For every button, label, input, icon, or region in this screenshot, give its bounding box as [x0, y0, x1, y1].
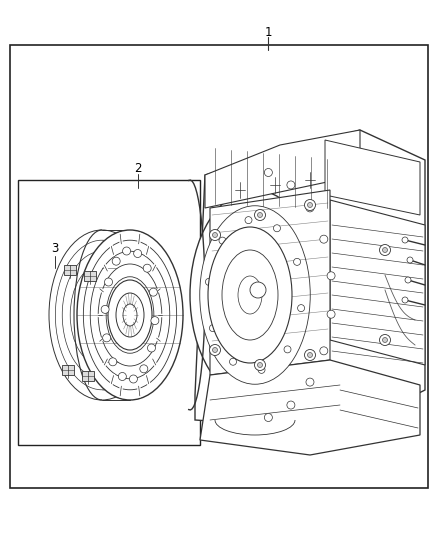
- Circle shape: [254, 209, 265, 221]
- Circle shape: [258, 213, 262, 217]
- Circle shape: [382, 247, 388, 253]
- Polygon shape: [210, 190, 330, 375]
- Circle shape: [306, 378, 314, 386]
- Ellipse shape: [62, 251, 142, 379]
- Ellipse shape: [200, 206, 310, 384]
- Circle shape: [405, 277, 411, 283]
- Ellipse shape: [70, 264, 134, 366]
- Bar: [84, 271, 96, 281]
- Circle shape: [307, 203, 312, 207]
- Circle shape: [205, 278, 212, 285]
- Circle shape: [265, 414, 272, 422]
- Ellipse shape: [116, 293, 144, 337]
- Circle shape: [230, 358, 237, 365]
- Circle shape: [402, 297, 408, 303]
- Circle shape: [102, 334, 111, 342]
- Circle shape: [284, 346, 291, 353]
- Polygon shape: [330, 200, 425, 365]
- Circle shape: [129, 375, 138, 383]
- Circle shape: [320, 235, 328, 243]
- Circle shape: [143, 264, 151, 272]
- Circle shape: [258, 362, 262, 367]
- Bar: [62, 365, 74, 375]
- Ellipse shape: [238, 276, 262, 314]
- Polygon shape: [205, 130, 360, 208]
- Bar: [18, 180, 200, 445]
- Circle shape: [140, 365, 148, 373]
- Ellipse shape: [77, 230, 183, 400]
- Text: 2: 2: [134, 161, 142, 174]
- Circle shape: [219, 237, 226, 244]
- Ellipse shape: [222, 250, 278, 340]
- Circle shape: [273, 225, 280, 232]
- Circle shape: [209, 325, 216, 332]
- Circle shape: [148, 344, 155, 352]
- Circle shape: [297, 305, 304, 312]
- Ellipse shape: [250, 282, 266, 298]
- Circle shape: [304, 199, 315, 211]
- Bar: [82, 371, 94, 381]
- Polygon shape: [200, 360, 420, 455]
- Circle shape: [287, 181, 295, 189]
- Circle shape: [112, 257, 120, 265]
- Polygon shape: [325, 140, 420, 215]
- Circle shape: [105, 278, 113, 286]
- Circle shape: [212, 232, 218, 238]
- Circle shape: [402, 237, 408, 243]
- Bar: [64, 265, 76, 275]
- Circle shape: [151, 317, 159, 325]
- Circle shape: [293, 259, 300, 265]
- Circle shape: [149, 288, 157, 296]
- Ellipse shape: [106, 277, 154, 353]
- Ellipse shape: [55, 240, 148, 390]
- Ellipse shape: [78, 277, 126, 353]
- Ellipse shape: [49, 230, 155, 400]
- Circle shape: [379, 335, 391, 345]
- Ellipse shape: [83, 240, 177, 390]
- Ellipse shape: [98, 264, 162, 366]
- Circle shape: [245, 216, 252, 224]
- Bar: [10, 45, 428, 488]
- Circle shape: [320, 347, 328, 355]
- Ellipse shape: [123, 304, 137, 326]
- Polygon shape: [195, 130, 425, 430]
- Circle shape: [287, 401, 295, 409]
- Circle shape: [101, 305, 109, 313]
- Circle shape: [258, 366, 265, 373]
- Circle shape: [123, 247, 131, 255]
- Circle shape: [327, 272, 335, 280]
- Circle shape: [306, 204, 314, 212]
- Circle shape: [265, 168, 272, 176]
- Circle shape: [382, 337, 388, 343]
- Circle shape: [307, 352, 312, 358]
- Circle shape: [379, 245, 391, 255]
- Ellipse shape: [190, 190, 320, 400]
- Ellipse shape: [90, 251, 170, 379]
- Circle shape: [254, 359, 265, 370]
- Circle shape: [118, 373, 126, 381]
- Ellipse shape: [208, 227, 292, 363]
- Circle shape: [407, 257, 413, 263]
- Text: 3: 3: [51, 241, 59, 254]
- Circle shape: [212, 348, 218, 352]
- Circle shape: [327, 310, 335, 318]
- Circle shape: [304, 350, 315, 360]
- Text: 1: 1: [264, 26, 272, 38]
- Circle shape: [209, 230, 220, 240]
- Circle shape: [109, 358, 117, 366]
- Circle shape: [209, 344, 220, 356]
- Ellipse shape: [108, 280, 152, 350]
- Circle shape: [134, 249, 141, 257]
